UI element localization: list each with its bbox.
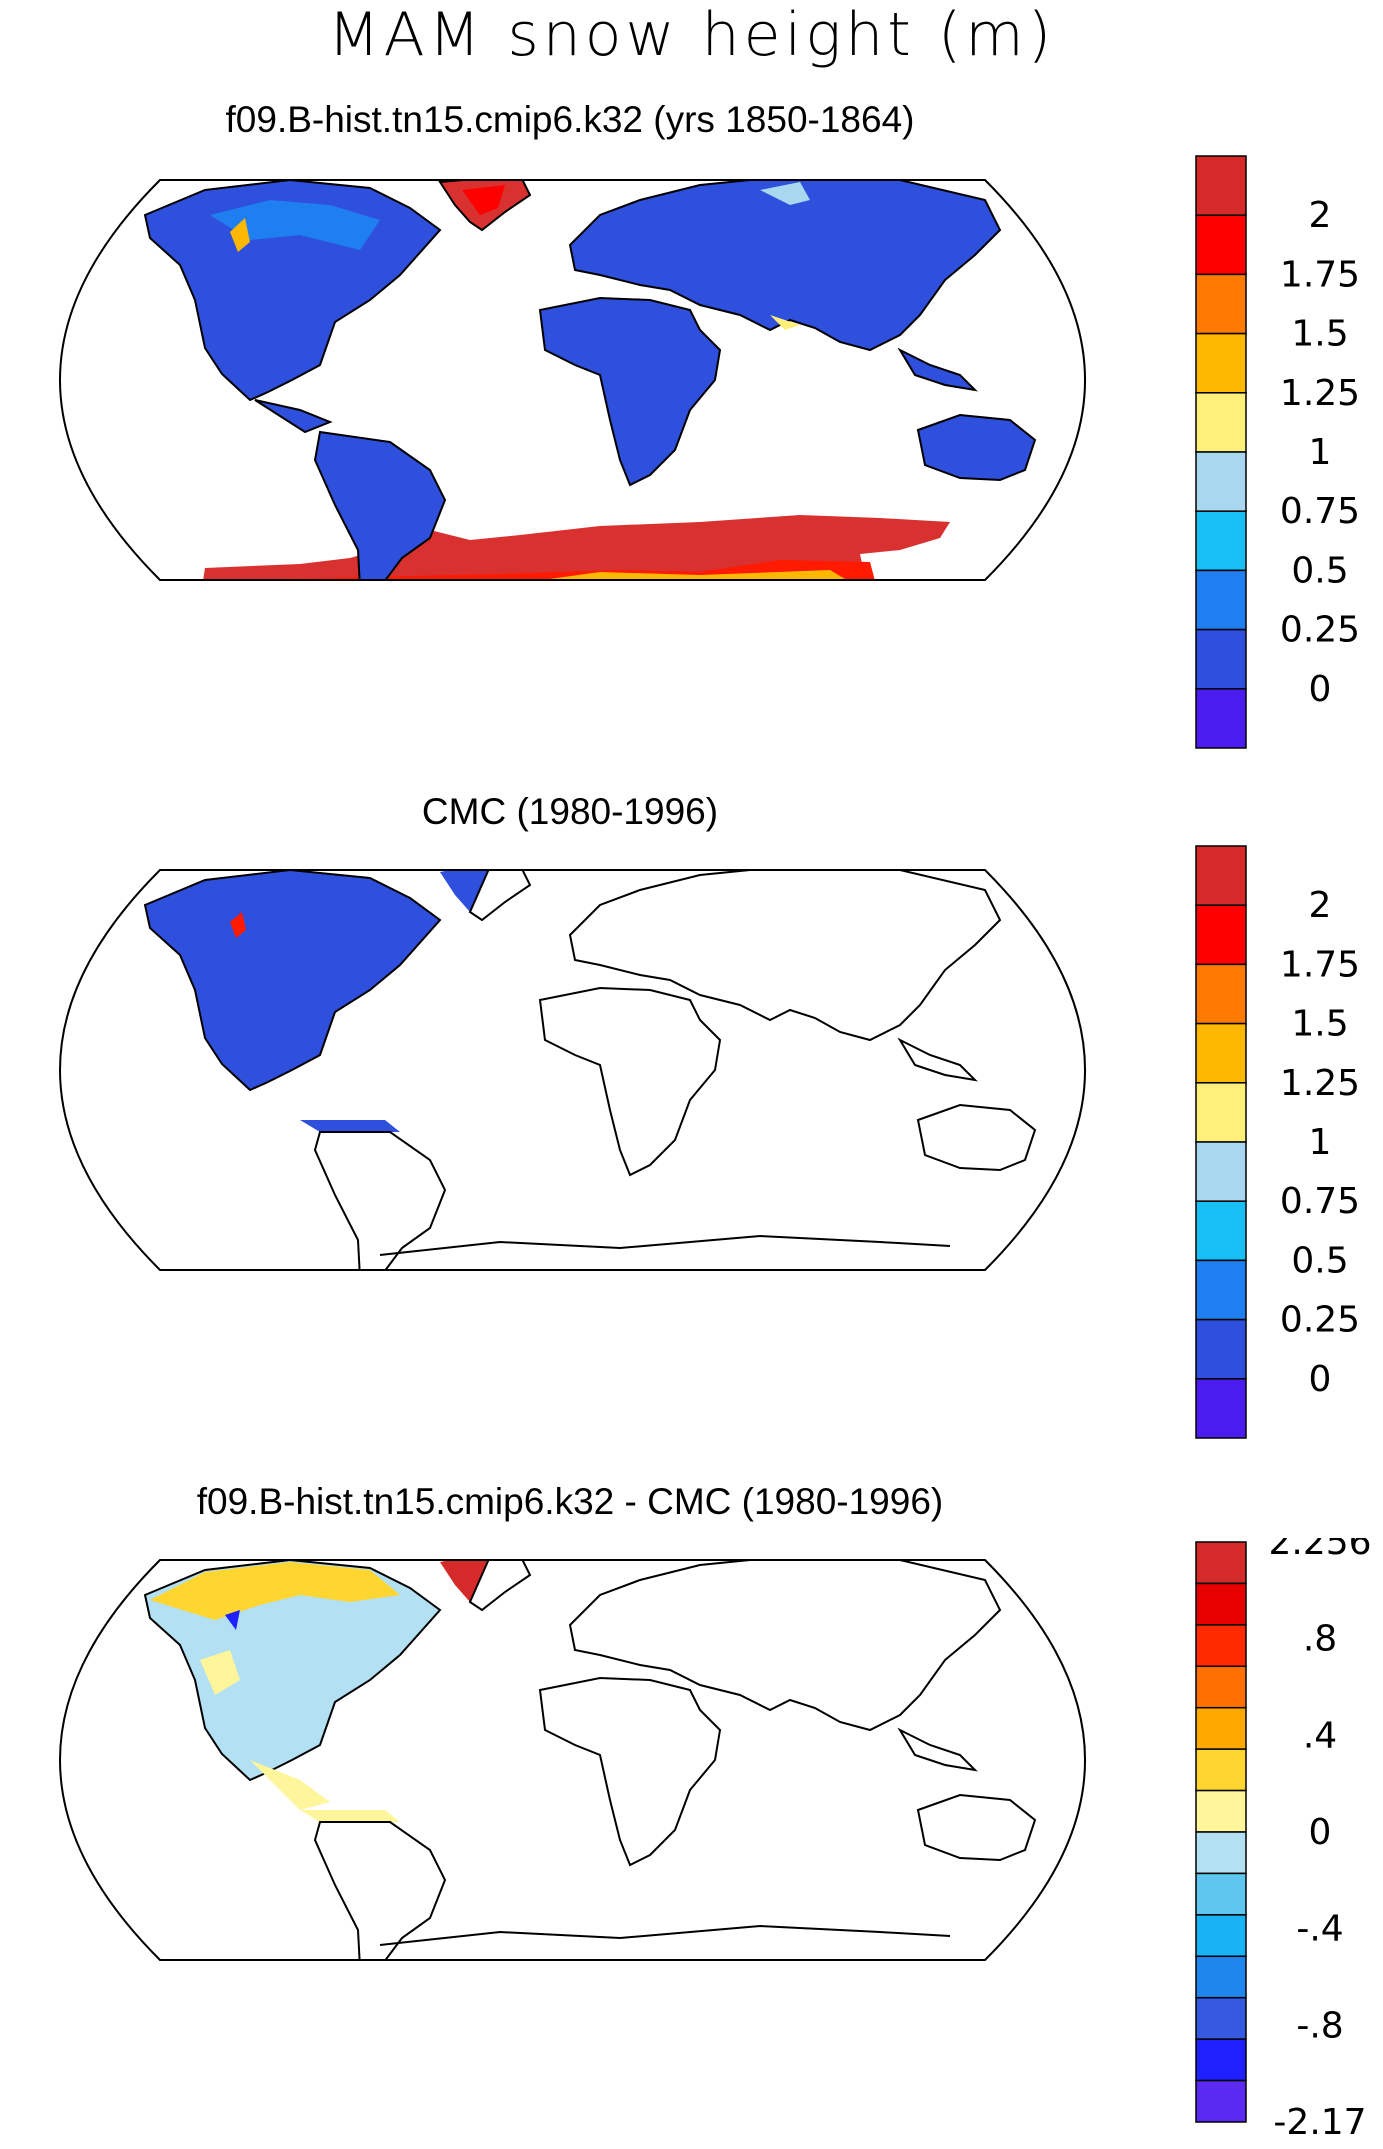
colorbar-tick-label: 1.5 (1291, 1004, 1348, 1045)
colorbar-swatch (1195, 2038, 1247, 2082)
colorbar-tick-label: -.8 (1296, 2005, 1343, 2046)
colorbar-swatch (1195, 963, 1247, 1025)
panel-title-difference: f09.B-hist.tn15.cmip6.k32 - CMC (1980-19… (196, 1481, 944, 1522)
colorbar-tick-label: 2 (1309, 195, 1332, 236)
map-difference (59, 1559, 1086, 1961)
colorbar-swatch (1195, 1541, 1247, 1585)
colorbar-tick-label: -.4 (1296, 1909, 1343, 1950)
colorbar-swatch (1195, 214, 1247, 276)
colorbar-tick-label: 0 (1309, 669, 1332, 710)
colorbar-tick-label: 1 (1309, 432, 1332, 473)
colorbar-swatch (1195, 155, 1247, 216)
colorbar-swatch (1195, 1706, 1247, 1750)
colorbar-tick-label: 0.75 (1280, 1181, 1360, 1222)
colorbar-tick-label: 1.5 (1291, 314, 1348, 355)
panel-title-model: f09.B-hist.tn15.cmip6.k32 (yrs 1850-1864… (225, 99, 915, 140)
colorbar-tick-label: 0 (1309, 1812, 1332, 1853)
colorbar-tick-label: 0.5 (1291, 550, 1348, 591)
colorbar-tick-label: 0.5 (1291, 1240, 1348, 1281)
colorbar-swatch (1195, 332, 1247, 394)
colorbar-swatch (1195, 569, 1247, 631)
colorbar-tick-label: 1.25 (1280, 373, 1360, 414)
colorbar-tick-label: 1.25 (1280, 1063, 1360, 1104)
colorbar-swatch (1195, 1022, 1247, 1084)
colorbar-tick-label: -2.17 (1273, 2102, 1366, 2143)
colorbar-swatch (1195, 1955, 1247, 1999)
figure-title: MAM snow height (m) (327, 0, 1056, 70)
colorbar-swatch (1195, 1665, 1247, 1709)
colorbar-swatch (1195, 1582, 1247, 1626)
panel-title-observations: CMC (1980-1996) (421, 791, 719, 832)
colorbar-swatch (1195, 451, 1247, 512)
colorbar-tick-label: 2.256 (1268, 1538, 1371, 1563)
colorbar-tick-label: 0 (1309, 1359, 1332, 1400)
colorbar-swatch (1195, 273, 1247, 335)
colorbar-tick-label: .4 (1303, 1715, 1337, 1756)
colorbar-swatch (1195, 1378, 1247, 1439)
colorbar-tick-label: 1 (1309, 1122, 1332, 1163)
colorbar-tick-label: 1.75 (1280, 254, 1360, 295)
colorbar-tick-label: 0.25 (1280, 1300, 1360, 1341)
colorbar-swatch (1195, 1914, 1247, 1958)
colorbar-tick-label: .8 (1303, 1619, 1337, 1660)
colorbar-tick-label: 0.75 (1280, 491, 1360, 532)
colorbar-swatch (1195, 904, 1247, 966)
colorbar-model: 2 1.75 1.5 1.25 1 0.75 0.5 0.25 0 (1195, 155, 1360, 749)
colorbar-tick-label: 0.25 (1280, 610, 1360, 651)
colorbar-tick-label: 2 (1309, 885, 1332, 926)
colorbar-swatch (1195, 392, 1247, 453)
colorbar-swatch (1195, 510, 1247, 572)
colorbar-difference: 2.256 .8 .4 0 -.4 -.8 -2.17 (1195, 1538, 1372, 2143)
colorbar-swatch (1195, 1872, 1247, 1916)
colorbar-swatch (1195, 1318, 1247, 1380)
colorbar-swatch (1195, 1141, 1247, 1202)
colorbar-swatch (1195, 2079, 1247, 2123)
colorbar-swatch (1195, 1748, 1247, 1792)
colorbar-swatch (1195, 1259, 1247, 1321)
colorbar-swatch (1195, 1831, 1247, 1875)
colorbar-cmc: 2 1.75 1.5 1.25 1 0.75 0.5 0.25 0 (1195, 845, 1360, 1439)
map-cmc-snow-height (59, 869, 1086, 1271)
colorbar-swatch (1195, 1200, 1247, 1262)
colorbar-swatch (1195, 1789, 1247, 1833)
colorbar-swatch (1195, 1996, 1247, 2040)
colorbar-swatch (1195, 688, 1247, 749)
colorbar-swatch (1195, 1082, 1247, 1143)
colorbar-swatch (1195, 628, 1247, 690)
colorbar-tick-label: 1.75 (1280, 944, 1360, 985)
map-model-snow-height (59, 179, 1086, 581)
colorbar-swatch (1195, 1624, 1247, 1668)
colorbar-swatch (1195, 845, 1247, 906)
